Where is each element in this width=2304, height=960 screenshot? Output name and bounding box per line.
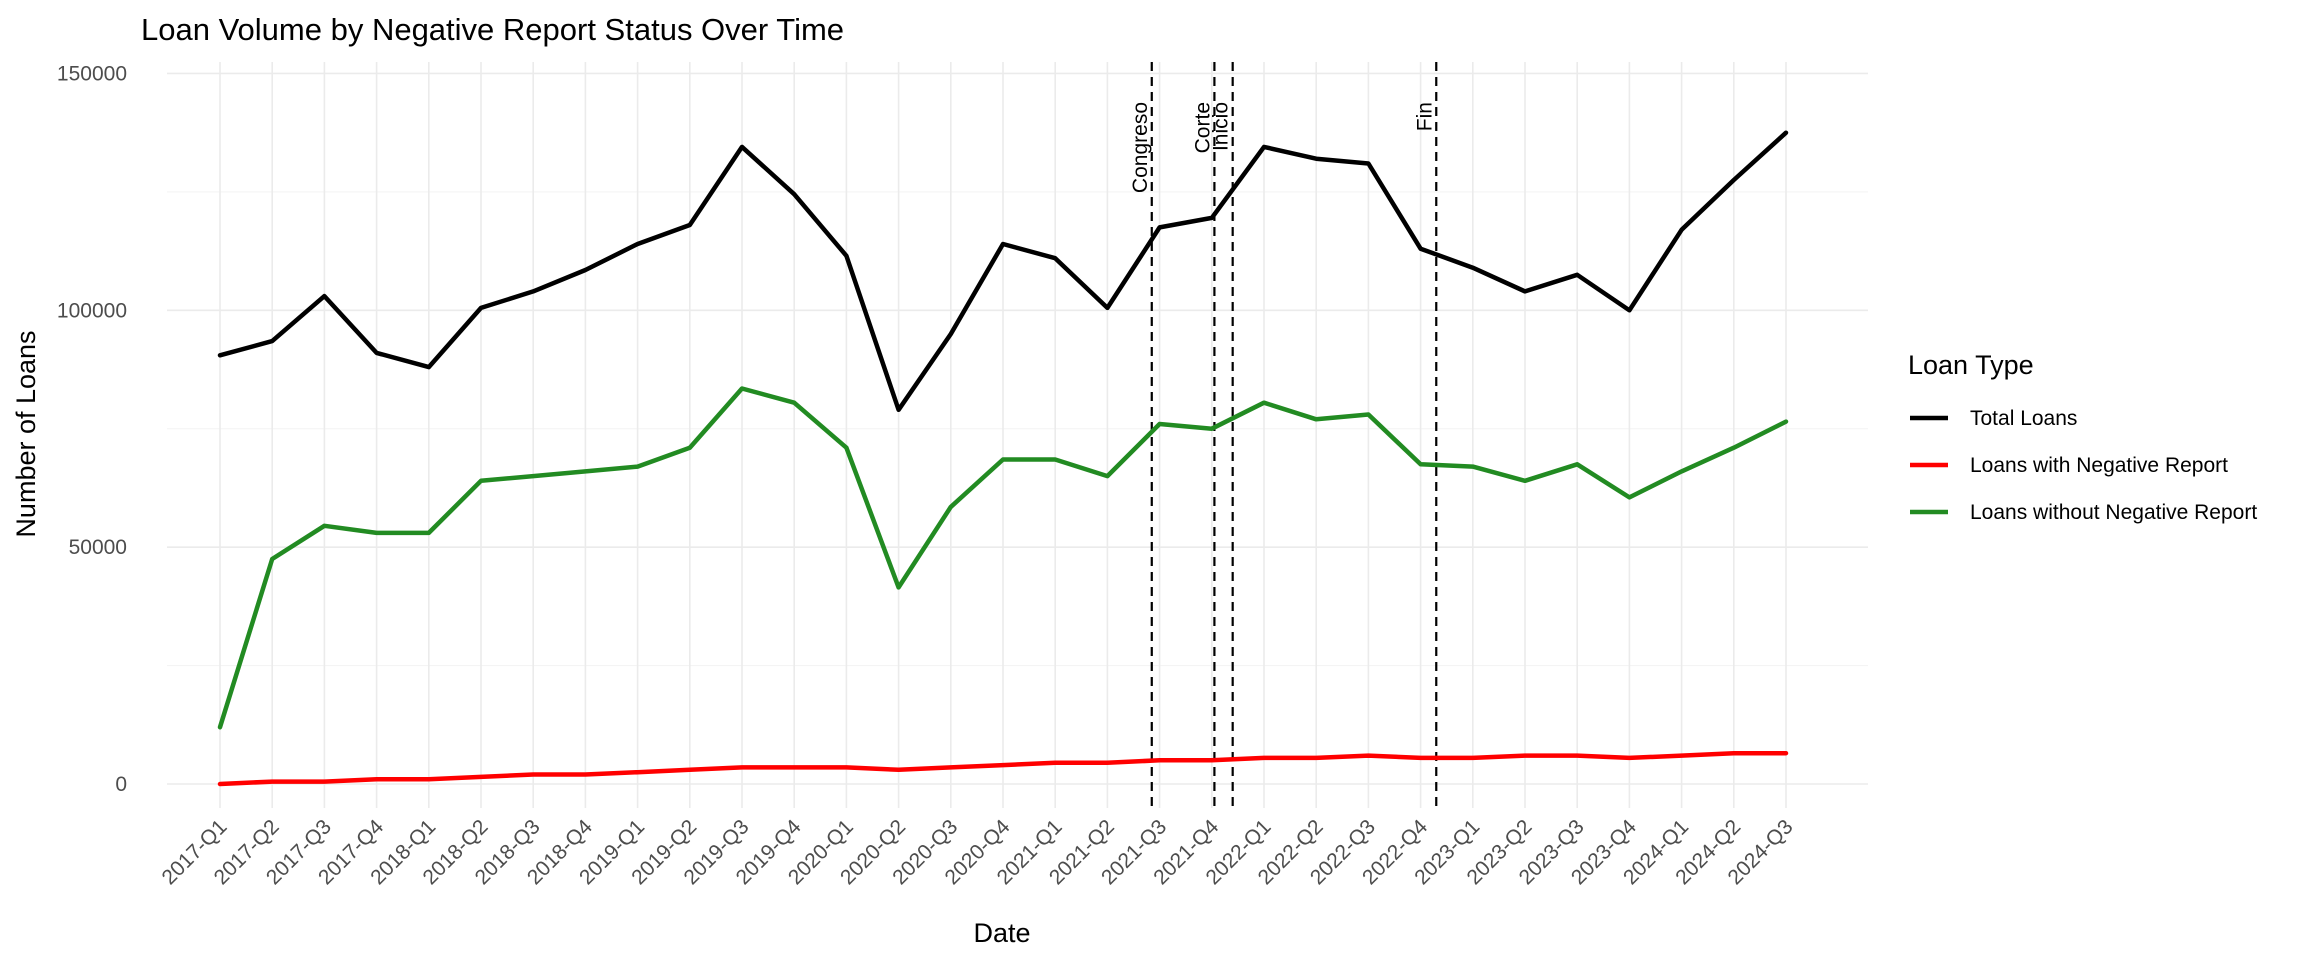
legend: Loan Type Total Loans Loans with Negative… [1908,350,2257,524]
y-tick-label: 150000 [57,62,127,85]
event-label: Fin [1413,102,1436,131]
legend-label: Loans without Negative Report [1970,501,2257,524]
y-axis-ticks: 0 50000 100000 150000 [57,62,127,796]
event-label: Inicio [1210,102,1233,151]
y-tick-label: 100000 [57,299,127,322]
y-tick-label: 0 [115,773,127,796]
series-line [217,130,1789,413]
x-axis-ticks: 2017-Q12017-Q22017-Q32017-Q42018-Q12018-… [157,815,1797,889]
series-line [217,386,1789,730]
x-axis-title: Date [973,918,1030,948]
legend-label: Loans with Negative Report [1970,454,2228,477]
legend-title: Loan Type [1908,350,2034,380]
event-label: Congreso [1129,102,1152,193]
series-line [217,750,1789,787]
chart-title: Loan Volume by Negative Report Status Ov… [141,12,844,47]
legend-label: Total Loans [1970,407,2077,430]
y-tick-label: 50000 [69,536,127,559]
series-lines [217,130,1789,787]
y-axis-title: Number of Loans [11,330,41,537]
event-label: Corte [1191,102,1214,153]
grid [167,62,1868,808]
